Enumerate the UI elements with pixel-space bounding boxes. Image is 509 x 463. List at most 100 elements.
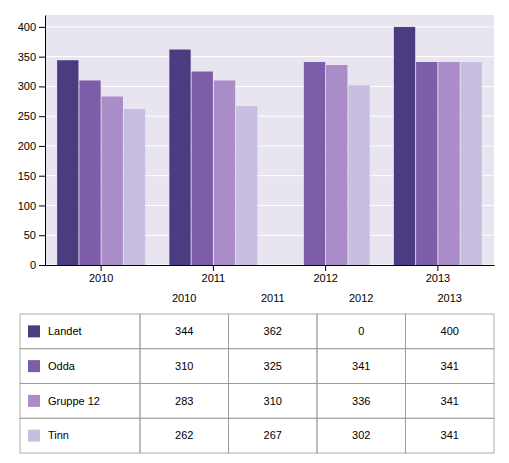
y-tick-mark (39, 235, 45, 236)
y-tick-label: 100 (18, 199, 36, 211)
bar (304, 62, 325, 265)
bar (79, 80, 100, 265)
table-header: 2013 (438, 292, 462, 304)
table-row: Gruppe 12283310336341 (20, 384, 494, 419)
table-cell (317, 349, 406, 384)
y-tick-label: 400 (18, 21, 36, 33)
legend-label: Odda (48, 360, 76, 372)
y-tick: 350 (18, 51, 45, 63)
bar (348, 85, 369, 265)
x-tick-mark (437, 265, 438, 271)
table-cell (229, 314, 318, 349)
table-value: 341 (441, 429, 459, 441)
y-tick: 200 (18, 140, 45, 152)
y-tick-label: 250 (18, 110, 36, 122)
y-tick: 400 (18, 21, 45, 33)
legend-table: 2010201120122013Landet3443620400Odda3103… (20, 292, 494, 453)
bars (57, 27, 482, 265)
y-tick-mark (39, 86, 45, 87)
y-tick: 100 (18, 199, 45, 211)
y-tick-mark (39, 116, 45, 117)
bar (169, 50, 190, 265)
y-tick-label: 200 (18, 140, 36, 152)
bar (438, 62, 459, 265)
legend-swatch (28, 430, 40, 442)
chart: 0501001502002503003504002010201120122013… (0, 0, 509, 463)
table-cell (140, 384, 229, 419)
x-tick-label: 2011 (202, 272, 226, 284)
table-row: Tinn262267302341 (20, 418, 494, 453)
y-tick-mark (39, 265, 45, 266)
table-value: 341 (352, 360, 370, 372)
x-tick-label: 2012 (313, 272, 337, 284)
y-tick-mark (39, 57, 45, 58)
table-value: 302 (352, 429, 370, 441)
table-value: 262 (175, 429, 193, 441)
bar (214, 80, 235, 265)
x-axis: 2010 2011 2012 2013 (46, 265, 495, 284)
x-tick: 2012 (313, 265, 337, 284)
legend-label: Tinn (48, 429, 69, 441)
table-cell (140, 418, 229, 453)
table-value: 362 (264, 325, 282, 337)
table-header: 2012 (349, 292, 373, 304)
legend-label: Gruppe 12 (48, 395, 100, 407)
table-cell (229, 418, 318, 453)
y-tick-label: 0 (30, 259, 36, 271)
table-cell (229, 349, 318, 384)
grid-line (45, 56, 494, 57)
y-tick-mark (39, 146, 45, 147)
table-value: 310 (175, 360, 193, 372)
table-header: 2011 (261, 292, 285, 304)
bar (416, 62, 437, 265)
y-tick-label: 50 (24, 229, 36, 241)
table-value: 400 (441, 325, 459, 337)
x-tick: 2011 (202, 265, 226, 284)
y-axis: 050100150200250300350400 (18, 16, 46, 272)
x-tick-label: 2013 (426, 272, 450, 284)
table-row: Landet 344 362 0 400 (20, 314, 494, 349)
y-tick: 50 (24, 229, 45, 241)
bar (192, 72, 213, 265)
grid-line (45, 26, 494, 27)
table-value: 283 (175, 395, 193, 407)
y-tick-mark (39, 176, 45, 177)
y-tick: 300 (18, 80, 45, 92)
legend-swatch (28, 360, 40, 372)
plot-background (45, 15, 494, 265)
x-tick-mark (325, 265, 326, 271)
table-cell (20, 418, 140, 453)
table-value: 310 (264, 395, 282, 407)
table-cell (406, 349, 495, 384)
table-cell (229, 384, 318, 419)
bar (326, 65, 347, 265)
table-value: 325 (264, 360, 282, 372)
bar (461, 62, 482, 265)
table-value: 341 (441, 360, 459, 372)
y-tick: 250 (18, 110, 45, 122)
bar (394, 27, 415, 265)
legend-swatch (28, 325, 40, 337)
x-tick: 2010 (89, 265, 113, 284)
bar (102, 97, 123, 265)
table-cell (20, 384, 140, 419)
table-cell (406, 384, 495, 419)
y-tick-label: 350 (18, 51, 36, 63)
table-cell (317, 314, 406, 349)
legend-swatch (28, 395, 40, 407)
table-value: 0 (358, 325, 364, 337)
table-cell (20, 314, 140, 349)
x-tick-mark (213, 265, 214, 271)
x-tick-mark (101, 265, 102, 271)
y-tick-mark (39, 205, 45, 206)
x-tick-label: 2010 (89, 272, 113, 284)
x-tick: 2013 (426, 265, 450, 284)
table-cell (406, 314, 495, 349)
table-cell (406, 418, 495, 453)
table-cell (317, 384, 406, 419)
table-cell (140, 349, 229, 384)
legend-label: Landet (48, 325, 82, 337)
y-tick: 0 (30, 259, 45, 271)
table-value: 344 (175, 325, 193, 337)
y-tick-mark (39, 27, 45, 28)
